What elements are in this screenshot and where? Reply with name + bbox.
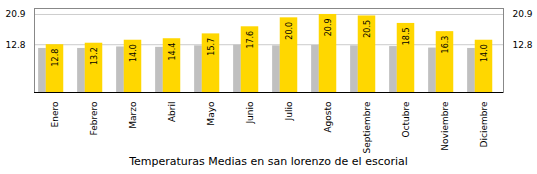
svg-text:Junio: Junio xyxy=(245,101,255,125)
svg-text:Noviembre: Noviembre xyxy=(440,101,450,151)
svg-text:Diciembre: Diciembre xyxy=(479,101,489,147)
svg-text:Agosto: Agosto xyxy=(323,101,333,133)
svg-text:14.0: 14.0 xyxy=(480,44,489,62)
svg-text:Abril: Abril xyxy=(167,102,177,123)
svg-text:Enero: Enero xyxy=(50,101,60,127)
svg-text:Septiembre: Septiembre xyxy=(362,101,372,154)
svg-text:18.5: 18.5 xyxy=(402,27,411,45)
svg-text:13.2: 13.2 xyxy=(90,47,99,65)
svg-text:Mayo: Mayo xyxy=(206,101,216,126)
svg-text:12.8: 12.8 xyxy=(51,49,60,67)
svg-text:20.9: 20.9 xyxy=(5,9,25,19)
svg-text:14.4: 14.4 xyxy=(168,43,177,61)
svg-text:20.9: 20.9 xyxy=(513,9,533,19)
svg-text:15.7: 15.7 xyxy=(207,38,216,56)
svg-text:20.5: 20.5 xyxy=(363,20,372,38)
svg-text:14.0: 14.0 xyxy=(129,44,138,62)
svg-text:Octubre: Octubre xyxy=(401,101,411,137)
svg-text:20.0: 20.0 xyxy=(285,22,294,40)
svg-text:12.8: 12.8 xyxy=(5,40,25,50)
svg-text:Marzo: Marzo xyxy=(128,101,138,129)
html-text:Temperaturas Medias en san lor: Temperaturas Medias en san lorenzo de el… xyxy=(129,155,408,168)
svg-text:20.9: 20.9 xyxy=(324,18,333,36)
svg-text:17.6: 17.6 xyxy=(246,31,255,49)
svg-text:16.3: 16.3 xyxy=(441,36,450,54)
svg-text:Febrero: Febrero xyxy=(89,101,99,135)
svg-text:Julio: Julio xyxy=(284,101,294,121)
svg-text:12.8: 12.8 xyxy=(513,40,533,50)
